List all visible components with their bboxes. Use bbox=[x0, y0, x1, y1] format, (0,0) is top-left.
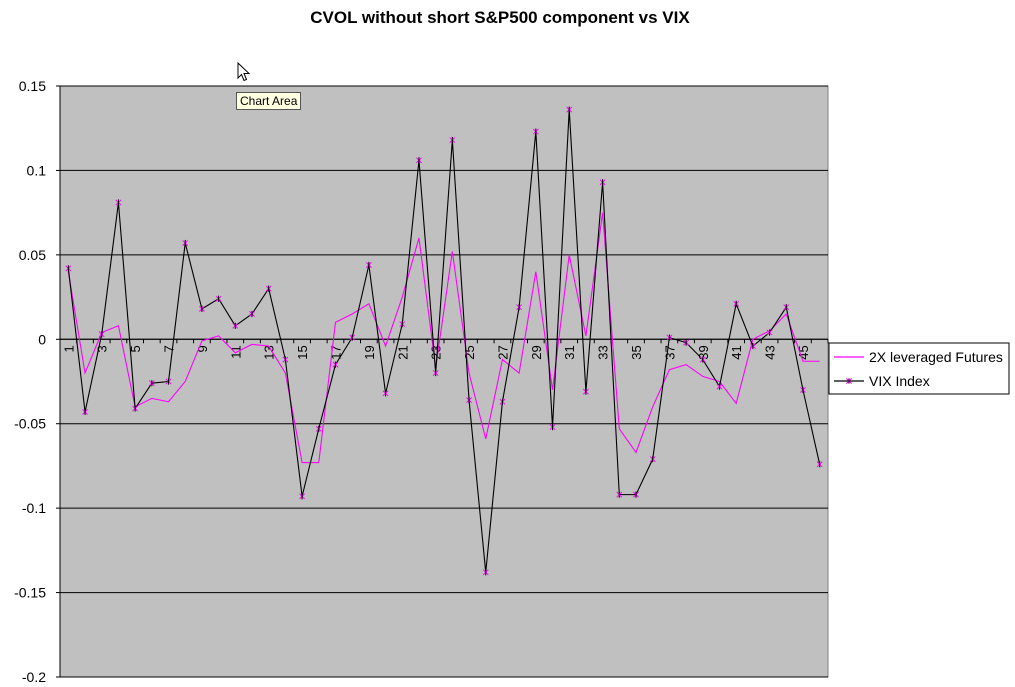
data-point[interactable] bbox=[165, 378, 172, 385]
data-point[interactable] bbox=[416, 157, 422, 164]
chart-title: CVOL without short S&P500 component vs V… bbox=[310, 8, 690, 27]
data-point[interactable] bbox=[733, 300, 740, 307]
plot-area[interactable] bbox=[59, 85, 829, 678]
data-point[interactable] bbox=[332, 361, 339, 368]
data-point[interactable] bbox=[633, 491, 639, 498]
x-tick-label: 15 bbox=[295, 345, 310, 359]
data-point[interactable] bbox=[399, 320, 406, 328]
data-point[interactable] bbox=[749, 342, 756, 350]
data-point[interactable] bbox=[582, 388, 589, 395]
x-tick-label: 27 bbox=[495, 345, 510, 359]
y-tick-label: -0.15 bbox=[14, 585, 46, 601]
data-point[interactable] bbox=[800, 386, 806, 394]
data-point[interactable] bbox=[65, 265, 72, 272]
y-axis: 0.15 0.1 0.05 0 -0.05 -0.1 -0.15 -0.2 bbox=[14, 78, 61, 685]
data-point[interactable] bbox=[766, 329, 773, 336]
x-tick-label: 43 bbox=[763, 345, 778, 359]
data-point[interactable] bbox=[466, 396, 472, 404]
x-tick-label: 5 bbox=[128, 345, 143, 352]
legend-label: VIX Index bbox=[869, 373, 930, 389]
x-tick-label: 29 bbox=[529, 345, 544, 359]
series-line-futures[interactable] bbox=[67, 212, 820, 464]
series-line-vix[interactable] bbox=[67, 109, 821, 573]
y-tick-label: -0.05 bbox=[14, 416, 46, 432]
x-axis: 1 3 5 7 9 11 13 15 17 19 21 23 25 27 29 31 33 35 37 39 41 43 4… bbox=[59, 338, 829, 360]
data-point[interactable] bbox=[148, 380, 155, 387]
data-point[interactable] bbox=[649, 456, 656, 463]
data-point[interactable] bbox=[215, 295, 222, 302]
data-point[interactable] bbox=[699, 356, 706, 363]
data-point[interactable] bbox=[666, 334, 673, 341]
data-point[interactable] bbox=[132, 405, 139, 412]
legend[interactable]: 2X leveraged Futures VIX Index bbox=[828, 342, 1010, 395]
data-point[interactable] bbox=[282, 356, 289, 363]
x-tick-label: 21 bbox=[395, 345, 410, 359]
data-point[interactable] bbox=[182, 239, 189, 247]
mouse-cursor-icon bbox=[237, 62, 251, 82]
chart-area-tooltip: Chart Area bbox=[236, 92, 302, 110]
data-point[interactable] bbox=[232, 322, 239, 329]
x-tick-label: 23 bbox=[429, 345, 444, 359]
data-point[interactable] bbox=[566, 106, 573, 113]
data-point[interactable] bbox=[683, 339, 690, 346]
data-point[interactable] bbox=[98, 331, 105, 338]
data-point[interactable] bbox=[432, 369, 439, 377]
x-tick-label: 45 bbox=[796, 345, 811, 359]
data-point[interactable] bbox=[516, 304, 523, 311]
y-tick-label: 0.15 bbox=[19, 78, 46, 94]
series-layer bbox=[65, 106, 823, 576]
data-point[interactable] bbox=[599, 179, 606, 186]
data-point[interactable] bbox=[365, 261, 372, 269]
x-tick-label: 41 bbox=[729, 345, 744, 359]
data-point[interactable] bbox=[716, 383, 723, 390]
y-tick-label: -0.2 bbox=[22, 669, 46, 685]
y-tick-label: 0.05 bbox=[19, 247, 46, 263]
data-point[interactable] bbox=[482, 569, 489, 576]
data-point[interactable] bbox=[299, 493, 306, 500]
data-point[interactable] bbox=[82, 408, 88, 415]
y-tick-label: -0.1 bbox=[22, 500, 46, 516]
x-tick-label: 35 bbox=[629, 345, 644, 359]
x-tick-label: 7 bbox=[162, 345, 177, 352]
x-tick-label: 19 bbox=[362, 345, 377, 359]
data-point[interactable] bbox=[115, 199, 122, 206]
data-point[interactable] bbox=[783, 304, 790, 311]
data-point[interactable] bbox=[549, 423, 556, 431]
x-tick-label: 9 bbox=[195, 345, 210, 352]
data-point[interactable] bbox=[499, 398, 506, 405]
data-point[interactable] bbox=[315, 425, 322, 432]
x-tick-label: 1 bbox=[61, 345, 76, 352]
legend-box bbox=[828, 342, 1010, 395]
data-point[interactable] bbox=[816, 461, 823, 468]
legend-label: 2X leveraged Futures bbox=[869, 349, 1003, 365]
data-point[interactable] bbox=[382, 390, 389, 397]
x-tick-label: 31 bbox=[562, 345, 577, 359]
x-tick-label: 33 bbox=[596, 345, 611, 359]
x-tick-label: 25 bbox=[462, 345, 477, 359]
x-tick-label: 37 bbox=[662, 345, 677, 359]
data-point[interactable] bbox=[449, 136, 456, 144]
x-tick-label: 17 bbox=[328, 345, 343, 359]
data-point[interactable] bbox=[349, 334, 356, 341]
data-point[interactable] bbox=[265, 285, 272, 292]
y-tick-label: 0.1 bbox=[27, 162, 47, 178]
data-point[interactable] bbox=[616, 491, 623, 498]
data-point[interactable] bbox=[249, 310, 255, 318]
data-point[interactable] bbox=[198, 305, 205, 312]
data-point[interactable] bbox=[532, 128, 539, 135]
x-tick-label: 3 bbox=[95, 345, 110, 352]
y-tick-label: 0 bbox=[38, 331, 46, 347]
x-tick-label: 13 bbox=[262, 345, 277, 359]
